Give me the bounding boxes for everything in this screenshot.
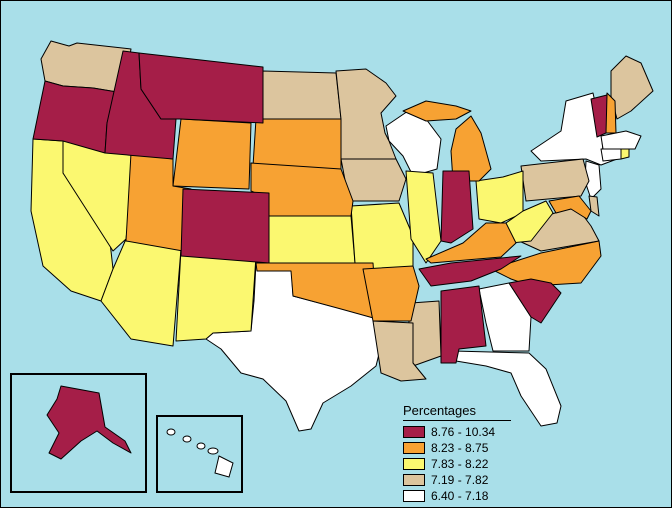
legend-swatch bbox=[403, 442, 425, 454]
state-louisiana bbox=[372, 320, 427, 382]
state-indiana bbox=[440, 170, 474, 244]
state-alabama bbox=[440, 285, 487, 364]
class-tan-states bbox=[40, 40, 654, 382]
state-south-carolina bbox=[508, 278, 562, 324]
state-maine bbox=[610, 55, 654, 120]
legend-label: 8.23 - 8.75 bbox=[431, 441, 489, 455]
state-north-dakota bbox=[262, 70, 342, 120]
state-north-carolina bbox=[490, 240, 602, 287]
state-alaska bbox=[46, 385, 132, 460]
state-ohio bbox=[475, 170, 524, 224]
class-maroon-states bbox=[32, 50, 608, 364]
legend-swatch bbox=[403, 426, 425, 438]
legend-label: 7.83 - 8.22 bbox=[431, 457, 489, 471]
legend-item-3: 7.83 - 8.22 bbox=[403, 457, 488, 471]
state-vermont bbox=[590, 94, 608, 138]
state-rhode-island bbox=[620, 148, 630, 160]
legend-label: 8.76 - 10.34 bbox=[431, 425, 496, 439]
state-arizona bbox=[100, 238, 182, 347]
legend-item-1: 8.76 - 10.34 bbox=[403, 425, 495, 439]
state-arkansas bbox=[362, 265, 420, 322]
state-missouri bbox=[350, 202, 414, 272]
state-montana bbox=[138, 52, 264, 124]
state-new-mexico bbox=[175, 248, 257, 342]
state-minnesota bbox=[335, 68, 397, 160]
state-massachusetts bbox=[600, 130, 642, 150]
state-michigan bbox=[402, 100, 472, 122]
legend-label: 7.19 - 7.82 bbox=[431, 473, 489, 487]
legend-swatch bbox=[403, 474, 425, 486]
alaska-inset-frame bbox=[10, 373, 147, 493]
legend-item-4: 7.19 - 7.82 bbox=[403, 473, 488, 487]
state-kentucky bbox=[425, 222, 517, 264]
class-yellow-states bbox=[30, 138, 554, 347]
state-illinois bbox=[405, 170, 442, 264]
state-tennessee bbox=[418, 255, 522, 287]
legend-label: 6.40 - 7.18 bbox=[431, 489, 489, 503]
legend-swatch bbox=[403, 458, 425, 470]
legend-item-2: 8.23 - 8.75 bbox=[403, 441, 488, 455]
legend-swatch bbox=[403, 490, 425, 502]
legend-divider bbox=[403, 420, 511, 421]
state-colorado bbox=[180, 188, 270, 264]
state-pennsylvania bbox=[520, 158, 590, 202]
state-connecticut bbox=[600, 148, 622, 162]
state-hawaii bbox=[166, 428, 234, 478]
state-kansas bbox=[268, 215, 356, 264]
state-wyoming bbox=[172, 118, 252, 190]
hawaii-inset-frame bbox=[156, 415, 243, 493]
state-maryland bbox=[548, 195, 592, 220]
state-michigan-lower bbox=[450, 115, 492, 182]
state-south-dakota bbox=[252, 118, 342, 172]
state-florida bbox=[452, 350, 562, 427]
class-orange-states bbox=[125, 92, 617, 322]
legend-title: Percentages bbox=[403, 403, 476, 418]
class-white-states bbox=[205, 92, 642, 432]
legend-item-5: 6.40 - 7.18 bbox=[403, 489, 488, 503]
